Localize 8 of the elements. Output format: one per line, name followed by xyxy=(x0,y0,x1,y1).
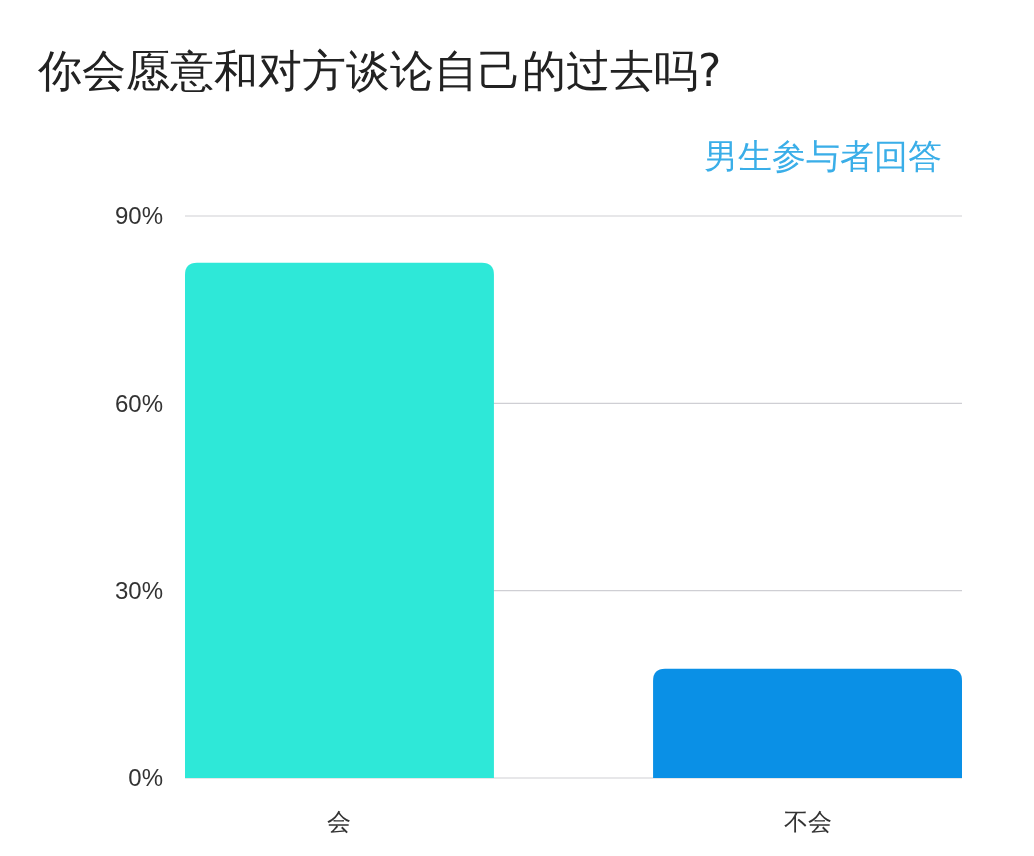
y-tick-label: 60% xyxy=(114,389,163,417)
chart-subtitle: 男生参与者回答 xyxy=(704,136,942,176)
y-tick-label: 30% xyxy=(114,577,163,605)
y-tick-label: 90% xyxy=(114,202,163,230)
x-tick-label: 不会 xyxy=(783,808,832,836)
y-tick-label: 0% xyxy=(128,764,163,792)
chart-title: 你会愿意和对方谈论自己的过去吗? xyxy=(37,45,722,96)
x-tick-label: 会 xyxy=(327,808,352,836)
